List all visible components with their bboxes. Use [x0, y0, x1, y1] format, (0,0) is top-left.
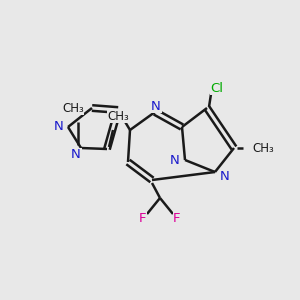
Text: N: N: [151, 100, 161, 112]
Text: CH₃: CH₃: [107, 110, 129, 122]
Text: N: N: [170, 154, 180, 167]
Text: CH₃: CH₃: [252, 142, 274, 154]
Text: N: N: [220, 170, 230, 184]
Text: N: N: [71, 148, 81, 161]
Text: N: N: [54, 121, 64, 134]
Text: CH₃: CH₃: [62, 101, 84, 115]
Text: Cl: Cl: [211, 82, 224, 94]
Text: F: F: [139, 212, 147, 224]
Text: F: F: [173, 212, 181, 224]
